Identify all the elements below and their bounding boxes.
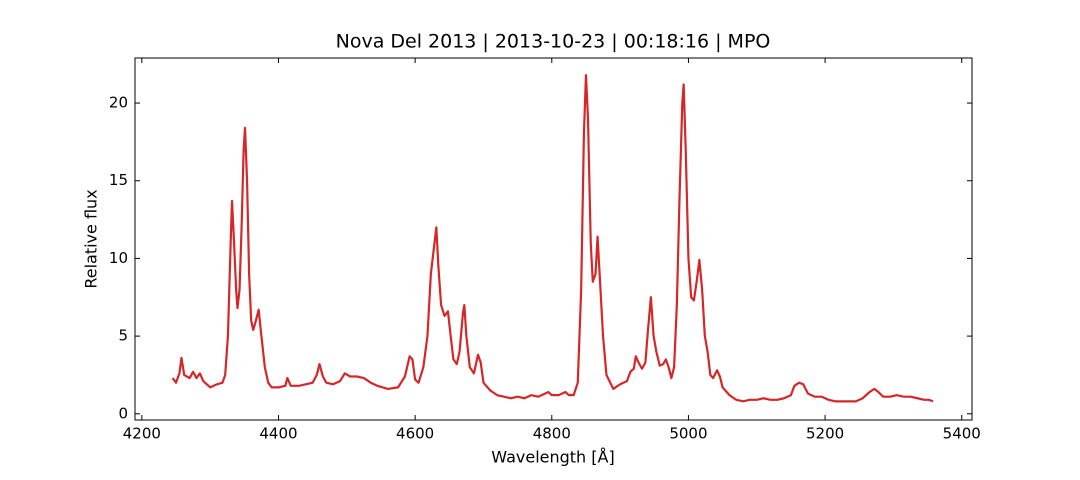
x-tick-label: 4800	[533, 425, 571, 443]
chart-title: Nova Del 2013 | 2013-10-23 | 00:18:16 | …	[336, 31, 771, 53]
y-tick-label: 20	[109, 94, 128, 112]
x-tick-label: 5400	[943, 425, 981, 443]
spectrum-line	[171, 73, 934, 403]
x-axis-label: Wavelength [Å]	[491, 448, 614, 467]
y-tick-label: 0	[118, 404, 128, 422]
x-tick-label: 4600	[396, 425, 434, 443]
y-axis-label: Relative flux	[82, 189, 101, 288]
y-tick-label: 5	[118, 327, 128, 345]
x-tick-label: 4200	[123, 425, 161, 443]
plot-frame	[134, 57, 973, 421]
y-tick-label: 15	[109, 171, 128, 189]
x-tick-label: 5200	[806, 425, 844, 443]
x-tick-label: 5000	[669, 425, 707, 443]
y-tick-label: 10	[109, 249, 128, 267]
x-tick-label: 4400	[259, 425, 297, 443]
